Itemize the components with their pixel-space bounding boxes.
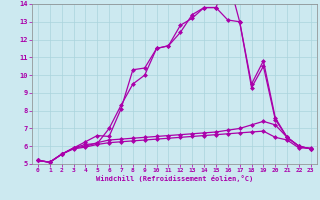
X-axis label: Windchill (Refroidissement éolien,°C): Windchill (Refroidissement éolien,°C): [96, 175, 253, 182]
